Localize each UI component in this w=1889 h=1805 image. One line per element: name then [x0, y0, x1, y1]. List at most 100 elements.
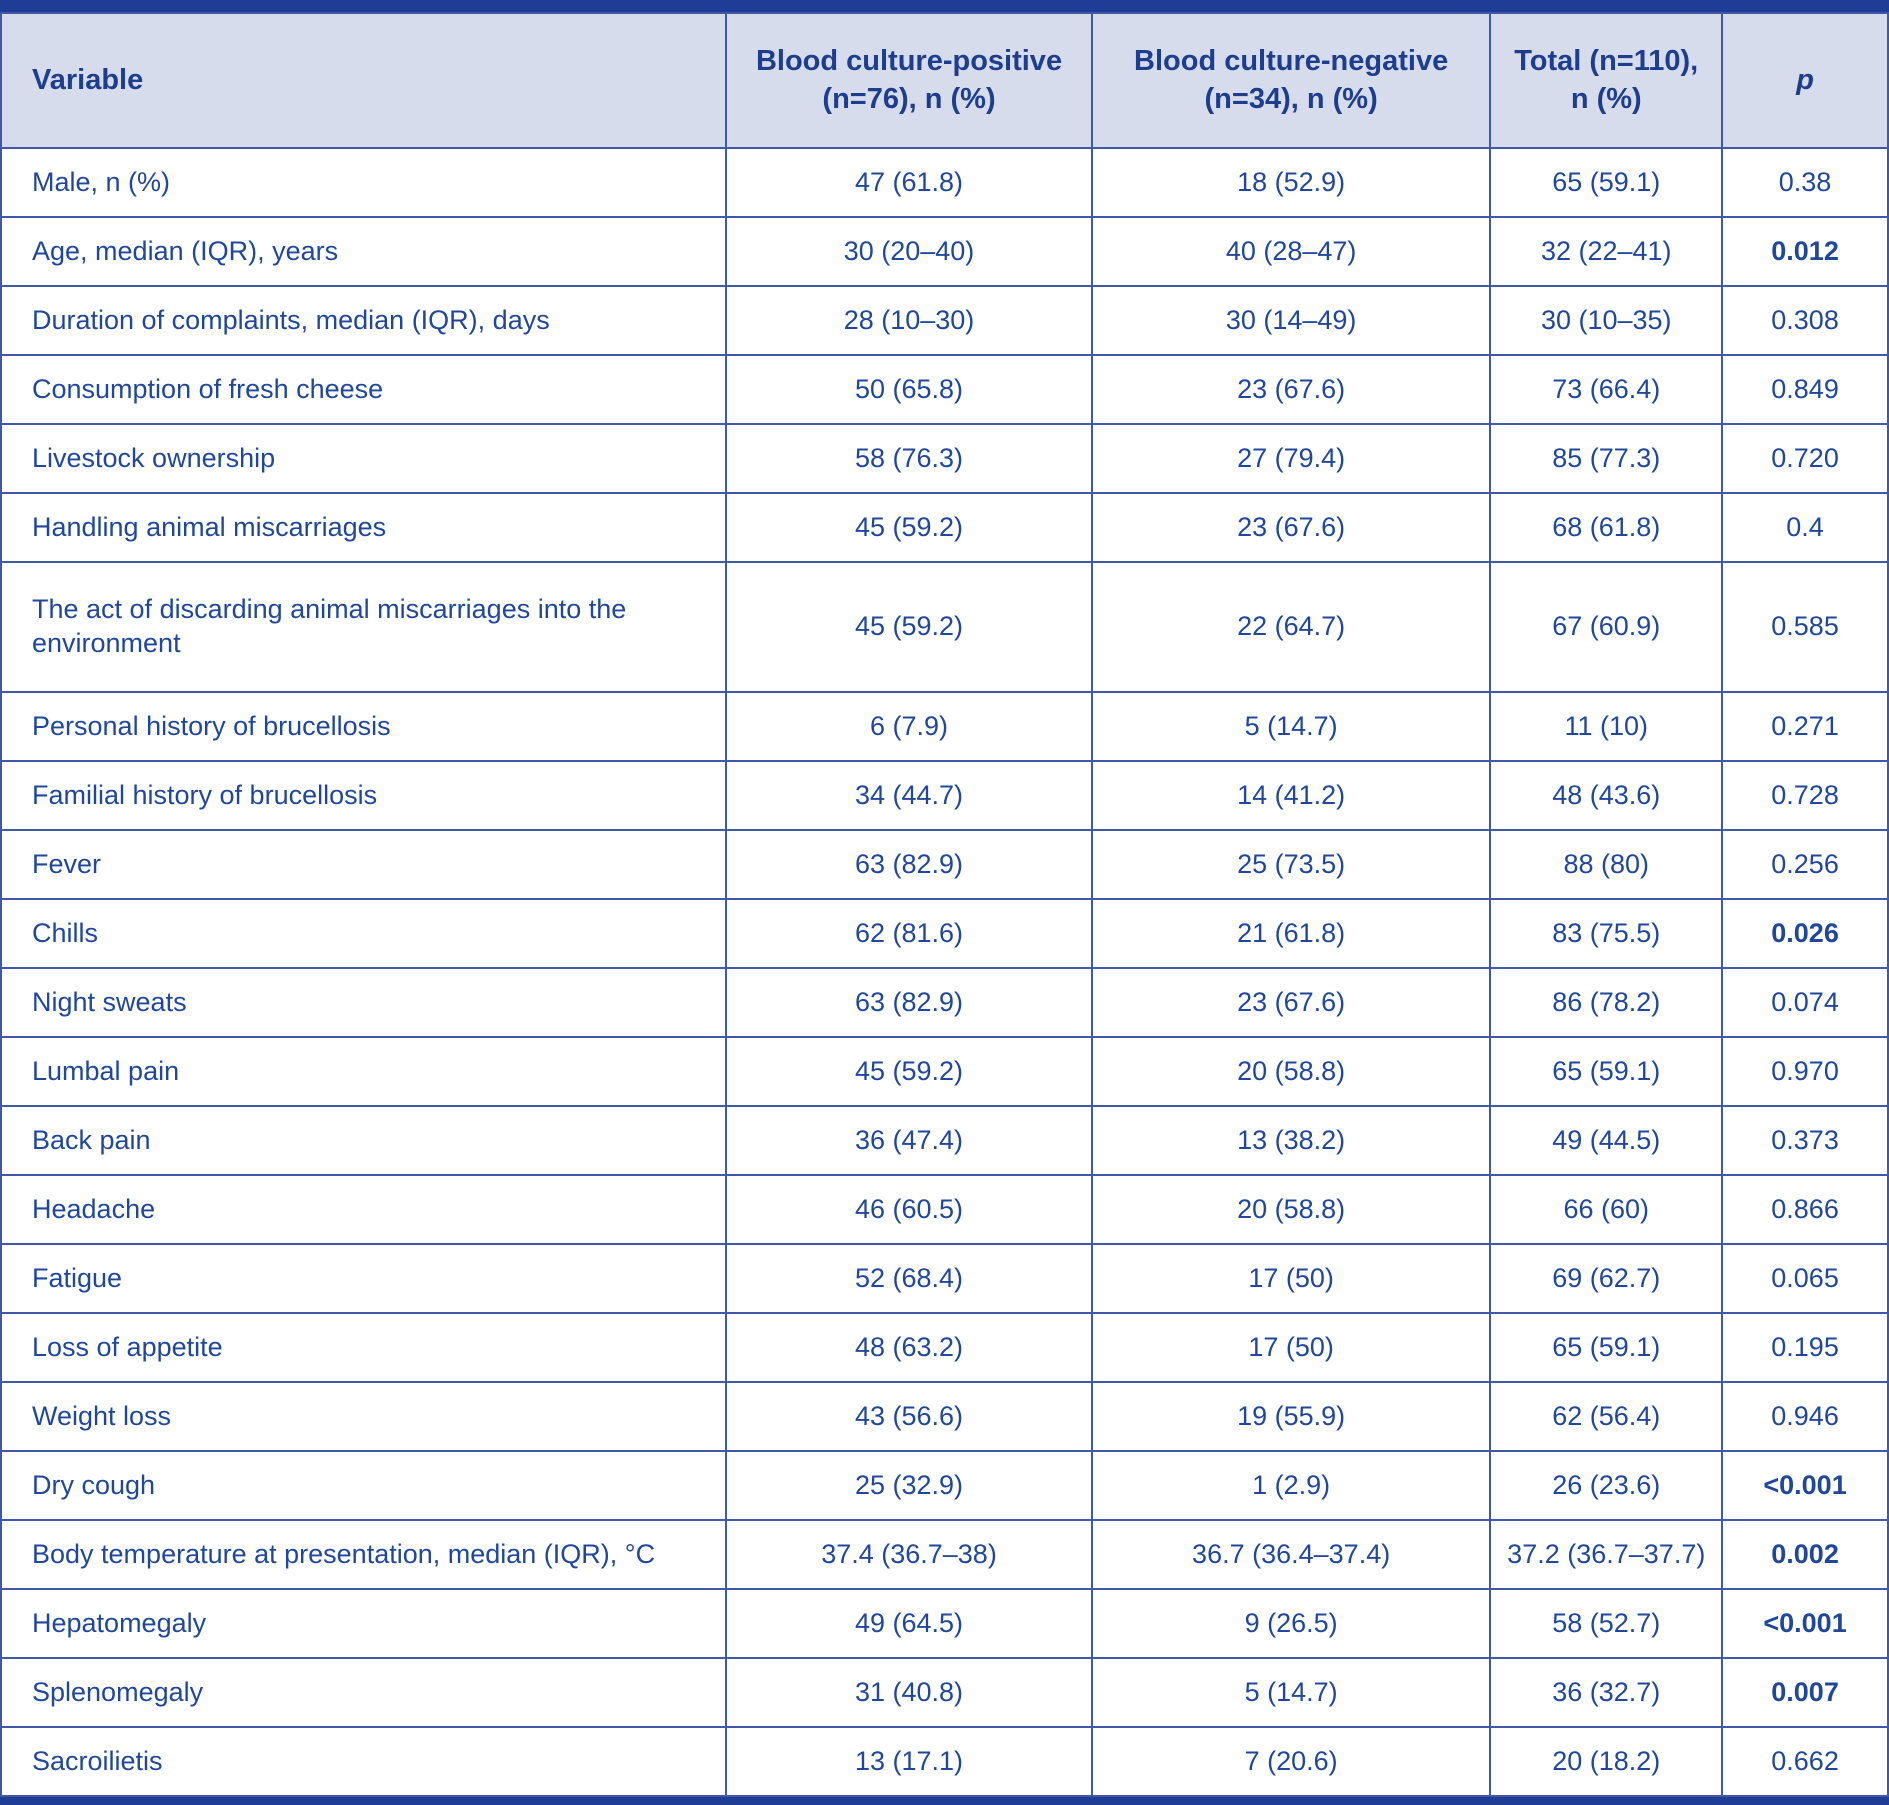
total-cell: 11 (10) [1489, 691, 1724, 762]
p-value-cell: 0.074 [1721, 967, 1889, 1038]
col-header-variable: Variable [0, 12, 728, 149]
p-value-cell: 0.256 [1721, 829, 1889, 900]
total-cell: 30 (10–35) [1489, 285, 1724, 356]
p-value-cell: 0.38 [1721, 147, 1889, 218]
culture-positive-cell: 47 (61.8) [725, 147, 1093, 218]
variable-cell: Dry cough [0, 1450, 728, 1521]
culture-positive-cell: 37.4 (36.7–38) [725, 1519, 1093, 1590]
variable-cell: Personal history of brucellosis [0, 691, 728, 762]
total-cell: 69 (62.7) [1489, 1243, 1724, 1314]
p-value-cell: 0.007 [1721, 1657, 1889, 1728]
p-value-cell: 0.373 [1721, 1105, 1889, 1176]
header-row: Variable Blood culture-positive (n=76), … [0, 12, 1889, 149]
variable-cell: Weight loss [0, 1381, 728, 1452]
table-row: Chills 62 (81.6) 21 (61.8) 83 (75.5) 0.0… [0, 898, 1889, 969]
table-row: Back pain 36 (47.4) 13 (38.2) 49 (44.5) … [0, 1105, 1889, 1176]
table-row: Splenomegaly 31 (40.8) 5 (14.7) 36 (32.7… [0, 1657, 1889, 1728]
variable-cell: Livestock ownership [0, 423, 728, 494]
culture-negative-cell: 17 (50) [1090, 1312, 1492, 1383]
table-row: The act of discarding animal miscarriage… [0, 561, 1889, 693]
table-row: Loss of appetite 48 (63.2) 17 (50) 65 (5… [0, 1312, 1889, 1383]
p-value-cell: 0.849 [1721, 354, 1889, 425]
total-cell: 85 (77.3) [1489, 423, 1724, 494]
variable-cell: Fever [0, 829, 728, 900]
total-cell: 58 (52.7) [1489, 1588, 1724, 1659]
culture-positive-cell: 63 (82.9) [725, 829, 1093, 900]
table-row: Sacroilietis 13 (17.1) 7 (20.6) 20 (18.2… [0, 1726, 1889, 1797]
table-row: Male, n (%) 47 (61.8) 18 (52.9) 65 (59.1… [0, 147, 1889, 218]
culture-positive-cell: 30 (20–40) [725, 216, 1093, 287]
culture-negative-cell: 25 (73.5) [1090, 829, 1492, 900]
total-cell: 65 (59.1) [1489, 147, 1724, 218]
culture-positive-cell: 34 (44.7) [725, 760, 1093, 831]
total-cell: 68 (61.8) [1489, 492, 1724, 563]
culture-negative-cell: 18 (52.9) [1090, 147, 1492, 218]
culture-negative-cell: 1 (2.9) [1090, 1450, 1492, 1521]
variable-cell: Duration of complaints, median (IQR), da… [0, 285, 728, 356]
p-value-cell: <0.001 [1721, 1450, 1889, 1521]
culture-negative-cell: 9 (26.5) [1090, 1588, 1492, 1659]
p-value-cell: 0.195 [1721, 1312, 1889, 1383]
variable-cell: Sacroilietis [0, 1726, 728, 1797]
col-header-p-value: p [1721, 12, 1889, 149]
culture-positive-cell: 13 (17.1) [725, 1726, 1093, 1797]
culture-positive-cell: 36 (47.4) [725, 1105, 1093, 1176]
table-row: Hepatomegaly 49 (64.5) 9 (26.5) 58 (52.7… [0, 1588, 1889, 1659]
culture-positive-cell: 6 (7.9) [725, 691, 1093, 762]
culture-negative-cell: 20 (58.8) [1090, 1036, 1492, 1107]
variable-cell: Body temperature at presentation, median… [0, 1519, 728, 1590]
p-value-cell: 0.662 [1721, 1726, 1889, 1797]
culture-positive-cell: 48 (63.2) [725, 1312, 1093, 1383]
total-cell: 48 (43.6) [1489, 760, 1724, 831]
culture-negative-cell: 27 (79.4) [1090, 423, 1492, 494]
p-value-cell: 0.970 [1721, 1036, 1889, 1107]
variable-cell: Chills [0, 898, 728, 969]
col-header-culture-negative: Blood culture-negative (n=34), n (%) [1090, 12, 1492, 149]
culture-positive-cell: 58 (76.3) [725, 423, 1093, 494]
culture-negative-cell: 22 (64.7) [1090, 561, 1492, 693]
variable-cell: Hepatomegaly [0, 1588, 728, 1659]
variable-cell: Male, n (%) [0, 147, 728, 218]
total-cell: 26 (23.6) [1489, 1450, 1724, 1521]
culture-positive-cell: 43 (56.6) [725, 1381, 1093, 1452]
culture-negative-cell: 13 (38.2) [1090, 1105, 1492, 1176]
table-row: Duration of complaints, median (IQR), da… [0, 285, 1889, 356]
p-value-cell: 0.946 [1721, 1381, 1889, 1452]
culture-negative-cell: 14 (41.2) [1090, 760, 1492, 831]
variable-cell: The act of discarding animal miscarriage… [0, 561, 728, 693]
variable-cell: Loss of appetite [0, 1312, 728, 1383]
total-cell: 65 (59.1) [1489, 1036, 1724, 1107]
p-value-cell: 0.271 [1721, 691, 1889, 762]
total-cell: 88 (80) [1489, 829, 1724, 900]
total-cell: 73 (66.4) [1489, 354, 1724, 425]
table-row: Age, median (IQR), years 30 (20–40) 40 (… [0, 216, 1889, 287]
table-row: Lumbal pain 45 (59.2) 20 (58.8) 65 (59.1… [0, 1036, 1889, 1107]
variable-cell: Headache [0, 1174, 728, 1245]
table-row: Headache 46 (60.5) 20 (58.8) 66 (60) 0.8… [0, 1174, 1889, 1245]
table-row: Consumption of fresh cheese 50 (65.8) 23… [0, 354, 1889, 425]
culture-positive-cell: 25 (32.9) [725, 1450, 1093, 1521]
culture-positive-cell: 50 (65.8) [725, 354, 1093, 425]
culture-negative-cell: 5 (14.7) [1090, 691, 1492, 762]
p-value-cell: 0.308 [1721, 285, 1889, 356]
table-header: Variable Blood culture-positive (n=76), … [0, 12, 1889, 149]
table-row: Fatigue 52 (68.4) 17 (50) 69 (62.7) 0.06… [0, 1243, 1889, 1314]
total-cell: 36 (32.7) [1489, 1657, 1724, 1728]
culture-positive-cell: 63 (82.9) [725, 967, 1093, 1038]
culture-positive-cell: 28 (10–30) [725, 285, 1093, 356]
p-value-cell: <0.001 [1721, 1588, 1889, 1659]
variable-cell: Night sweats [0, 967, 728, 1038]
total-cell: 66 (60) [1489, 1174, 1724, 1245]
variable-cell: Age, median (IQR), years [0, 216, 728, 287]
total-cell: 20 (18.2) [1489, 1726, 1724, 1797]
total-cell: 49 (44.5) [1489, 1105, 1724, 1176]
variable-cell: Lumbal pain [0, 1036, 728, 1107]
p-value-cell: 0.002 [1721, 1519, 1889, 1590]
culture-negative-cell: 36.7 (36.4–37.4) [1090, 1519, 1492, 1590]
culture-negative-cell: 17 (50) [1090, 1243, 1492, 1314]
table-row: Fever 63 (82.9) 25 (73.5) 88 (80) 0.256 [0, 829, 1889, 900]
culture-negative-cell: 5 (14.7) [1090, 1657, 1492, 1728]
culture-positive-cell: 45 (59.2) [725, 492, 1093, 563]
table-body: Male, n (%) 47 (61.8) 18 (52.9) 65 (59.1… [0, 147, 1889, 1797]
